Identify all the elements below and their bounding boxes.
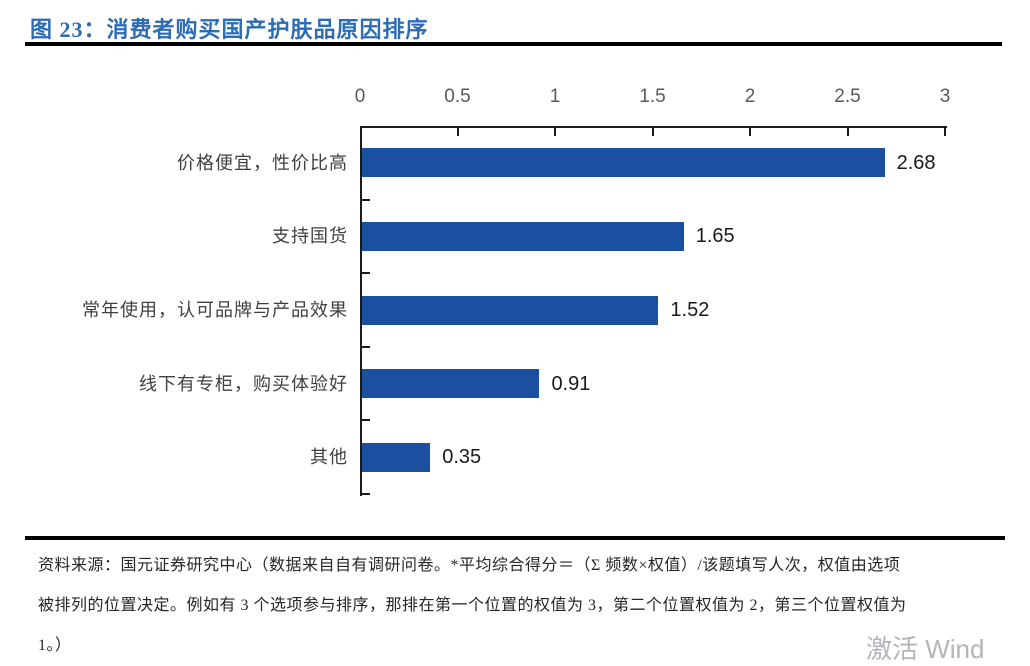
x-axis-tick [554, 128, 556, 136]
title-divider-line [25, 42, 1002, 46]
x-axis-tick [651, 128, 654, 136]
category-label: 价格便宜，性价比高 [177, 152, 348, 173]
value-label: 2.68 [896, 151, 936, 174]
y-axis-tick [362, 493, 370, 495]
bar [362, 442, 431, 472]
source-note-line: 1。） [38, 637, 72, 654]
x-axis-tick [749, 128, 751, 136]
value-label: 1.65 [695, 225, 735, 248]
figure-title: 图 23：消费者购买国产护肤品原因排序 [30, 17, 429, 42]
value-label: 0.91 [551, 372, 591, 395]
x-axis-tick-label: 3 [939, 86, 951, 107]
x-axis-tick-label: 2.5 [834, 86, 861, 107]
footer-divider-line [25, 536, 1005, 540]
bar [362, 221, 684, 251]
x-axis-tick-label: 0.5 [444, 86, 471, 107]
x-axis-tick [456, 128, 459, 136]
y-axis-tick [362, 272, 370, 275]
x-axis-tick [846, 128, 849, 136]
bar [362, 148, 885, 178]
source-note-line: 被排列的位置决定。例如有 3 个选项参与排序，那排在第一个位置的权值为 3，第二… [38, 597, 907, 614]
x-axis-tick-label: 2 [744, 86, 756, 107]
x-axis-tick [944, 128, 946, 136]
category-label: 常年使用，认可品牌与产品效果 [82, 300, 348, 320]
value-label: 0.35 [442, 446, 482, 469]
plot-area [360, 126, 947, 496]
category-label: 支持国货 [272, 226, 348, 247]
bar [362, 369, 540, 399]
y-axis-tick [362, 198, 370, 201]
y-axis-tick [362, 419, 370, 422]
x-axis-tick-label: 1 [549, 86, 561, 107]
category-label: 线下有专柜，购买体验好 [139, 373, 348, 394]
source-note-line: 资料来源：国元证券研究中心（数据来自自有调研问卷。*平均综合得分＝（Σ 频数×权… [38, 557, 901, 574]
activation-watermark: 激活 Wind [866, 634, 985, 664]
category-label: 其他 [310, 447, 348, 468]
value-label: 1.52 [670, 299, 710, 321]
x-axis-tick-label: 0 [354, 86, 366, 107]
bar [362, 295, 659, 325]
y-axis-tick [362, 345, 370, 348]
x-axis-tick-label: 1.5 [639, 86, 666, 107]
